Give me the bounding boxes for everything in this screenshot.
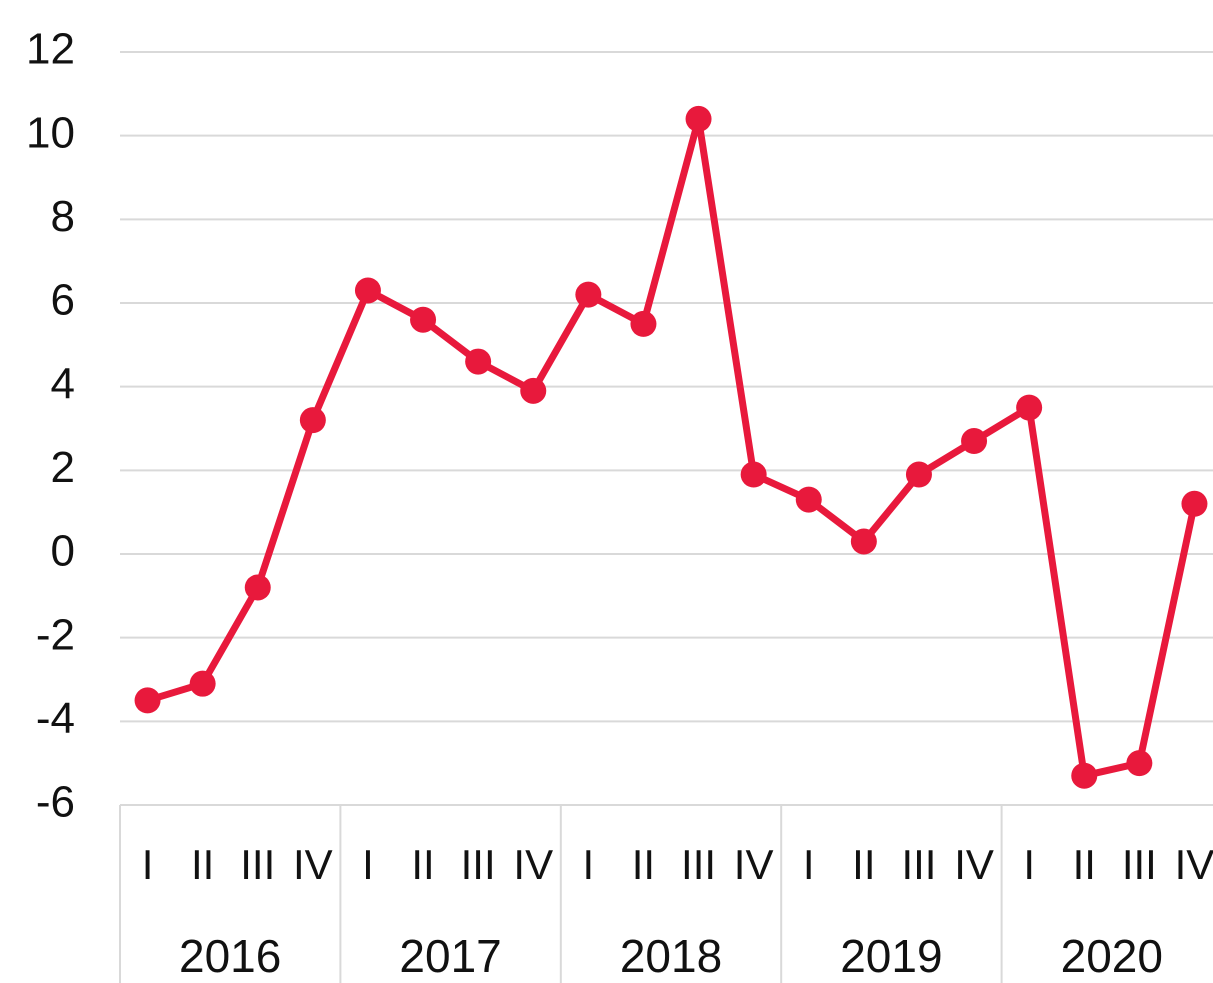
data-point <box>575 281 602 308</box>
x-tick-label: II <box>411 841 434 888</box>
x-tick-label: IV <box>954 841 994 888</box>
x-tick-label: I <box>583 841 595 888</box>
x-tick-label: III <box>681 841 716 888</box>
data-point <box>1126 750 1153 777</box>
x-tick-label: IV <box>1175 841 1213 888</box>
series-line <box>146 115 1198 780</box>
y-tick-label: 2 <box>51 443 75 492</box>
data-point <box>354 277 381 304</box>
x-tick-label: II <box>632 841 655 888</box>
y-tick-label: 12 <box>26 25 75 74</box>
x-tick-label: III <box>1122 841 1157 888</box>
data-point <box>630 310 657 337</box>
y-tick-label: 10 <box>26 108 75 157</box>
x-group-label: 2016 <box>179 930 281 982</box>
y-tick-label: 4 <box>51 359 75 408</box>
data-point <box>410 306 437 333</box>
y-tick-label: -2 <box>36 610 75 659</box>
data-point <box>520 377 547 404</box>
x-tick-label: III <box>461 841 496 888</box>
x-tick-label: IV <box>734 841 774 888</box>
data-point <box>189 670 216 697</box>
x-tick-label: I <box>362 841 374 888</box>
y-tick-label: 8 <box>51 192 75 241</box>
data-point <box>685 105 712 132</box>
y-tick-label: 6 <box>51 276 75 325</box>
data-point <box>905 461 932 488</box>
data-point <box>961 428 988 455</box>
x-group-label: 2017 <box>399 930 501 982</box>
data-point <box>795 486 822 513</box>
data-point <box>740 461 767 488</box>
data-point <box>244 574 271 601</box>
x-group-label: 2020 <box>1061 930 1163 982</box>
x-tick-label: IV <box>293 841 333 888</box>
data-point <box>465 348 492 375</box>
data-point <box>134 687 161 714</box>
x-tick-label: III <box>901 841 936 888</box>
y-tick-label: -4 <box>36 694 75 743</box>
x-tick-label: I <box>803 841 815 888</box>
y-tick-label: 0 <box>51 527 75 576</box>
x-tick-label: I <box>142 841 154 888</box>
data-point <box>850 528 877 555</box>
data-point <box>1181 490 1208 517</box>
x-tick-label: II <box>191 841 214 888</box>
x-tick-label: IV <box>513 841 553 888</box>
x-group-label: 2018 <box>620 930 722 982</box>
x-tick-label: I <box>1023 841 1035 888</box>
x-tick-label: III <box>240 841 275 888</box>
y-tick-label: -6 <box>36 778 75 827</box>
x-tick-label: II <box>852 841 875 888</box>
data-point <box>299 407 326 434</box>
data-point <box>1071 762 1098 789</box>
x-tick-label: II <box>1073 841 1096 888</box>
data-point <box>1016 394 1043 421</box>
x-group-label: 2019 <box>840 930 942 982</box>
